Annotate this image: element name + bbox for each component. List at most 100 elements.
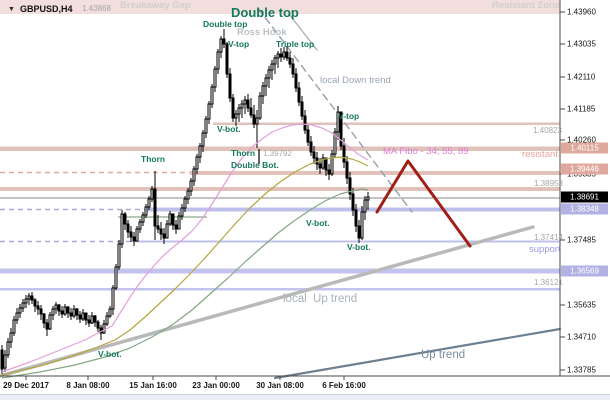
candle-body — [354, 209, 358, 227]
candle-body — [306, 129, 310, 143]
candle-body — [168, 213, 172, 225]
candle-body — [294, 73, 298, 89]
chevron-down-icon[interactable]: ▼ — [8, 5, 15, 13]
candle-body — [150, 188, 154, 200]
up-trendline[interactable] — [273, 327, 562, 380]
red-projection[interactable] — [375, 159, 472, 248]
level-1.36121[interactable] — [0, 288, 560, 291]
candle-body — [333, 131, 337, 155]
level-1.36569[interactable] — [0, 268, 560, 274]
candle-body — [279, 53, 283, 58]
candle-body — [30, 295, 34, 301]
candle-body — [327, 169, 331, 175]
candle-body — [105, 315, 109, 325]
candle-body — [234, 113, 238, 119]
symbol-period-label: GBPUSD,H4 — [19, 4, 73, 14]
candle-body — [264, 77, 268, 87]
candle-body — [51, 308, 55, 316]
candle-body — [18, 307, 22, 314]
candle-body — [219, 38, 223, 53]
level-1.40823[interactable] — [213, 122, 560, 126]
candle-body — [198, 145, 202, 158]
candle-body — [36, 305, 40, 310]
candle-body — [135, 228, 139, 242]
candle-body — [303, 115, 307, 131]
candle-body — [15, 312, 19, 321]
candle-body — [78, 314, 82, 320]
candle-body — [9, 332, 13, 343]
candle-body — [321, 157, 325, 169]
candle-body — [153, 188, 157, 227]
candle-body — [66, 306, 70, 314]
candle-body — [144, 206, 148, 216]
candle-body — [45, 322, 49, 330]
candle-body — [87, 319, 91, 324]
candle-body — [192, 168, 196, 182]
level-1.38953[interactable] — [0, 187, 560, 191]
candle-body — [132, 236, 136, 242]
candle-body — [240, 103, 244, 109]
symbol-title[interactable]: ▼ GBPUSD,H4 — [8, 4, 72, 14]
candle-body — [72, 308, 76, 317]
candle-body — [243, 99, 247, 105]
candle-body — [201, 132, 205, 147]
candle-body — [117, 243, 121, 268]
candle-body — [108, 308, 112, 317]
candle-body — [357, 225, 361, 239]
candle-body — [228, 73, 232, 99]
candle-body — [156, 225, 160, 230]
candle-body — [207, 103, 211, 120]
candle-body — [69, 312, 73, 317]
ross-hook-line[interactable] — [288, 13, 318, 51]
candle-body — [363, 199, 367, 213]
candle-body — [342, 145, 346, 163]
candle-body — [180, 207, 184, 217]
candle-body — [75, 308, 79, 316]
local-down-trendline[interactable] — [257, 7, 413, 213]
candle-body — [210, 86, 214, 105]
candle-body — [222, 38, 226, 45]
candle-body — [273, 57, 277, 65]
candle-body — [84, 312, 88, 321]
candle-body — [6, 341, 10, 356]
candle-body — [348, 177, 352, 195]
candle-body — [183, 198, 187, 209]
candle-body — [159, 228, 163, 235]
candle-body — [171, 213, 175, 226]
candle-body — [63, 306, 67, 315]
candle-body — [60, 310, 64, 315]
bottom-scrollbar-strip[interactable] — [0, 394, 610, 400]
ma-55-line — [1, 156, 369, 376]
candle-body — [93, 315, 97, 323]
candle-body — [312, 151, 316, 159]
resistant-zone-top[interactable] — [0, 0, 560, 14]
candle-body — [213, 68, 217, 88]
candle-body — [162, 233, 166, 239]
candle-body — [324, 157, 328, 171]
candle-body — [288, 57, 292, 65]
candle-body — [123, 213, 127, 225]
candle-body — [186, 190, 190, 200]
candle-body — [3, 354, 7, 369]
candle-body — [39, 308, 43, 315]
candle-body — [360, 211, 364, 239]
candle-body — [366, 196, 370, 201]
candle-body — [165, 223, 169, 239]
local-up-trendline[interactable] — [0, 225, 535, 378]
candle-body — [33, 299, 37, 307]
candle-body — [336, 111, 340, 133]
candle-body — [237, 107, 241, 115]
candle-body — [48, 314, 52, 330]
level-1.39446[interactable] — [190, 171, 560, 175]
candle-body — [195, 156, 199, 170]
candle-body — [177, 215, 181, 230]
candle-body — [138, 221, 142, 230]
candle-body — [0, 349, 4, 370]
candle-body — [24, 298, 28, 304]
level-1.40115[interactable] — [0, 146, 560, 152]
candle-body — [345, 161, 349, 179]
candle-body — [90, 315, 94, 324]
candle-body — [231, 97, 235, 119]
